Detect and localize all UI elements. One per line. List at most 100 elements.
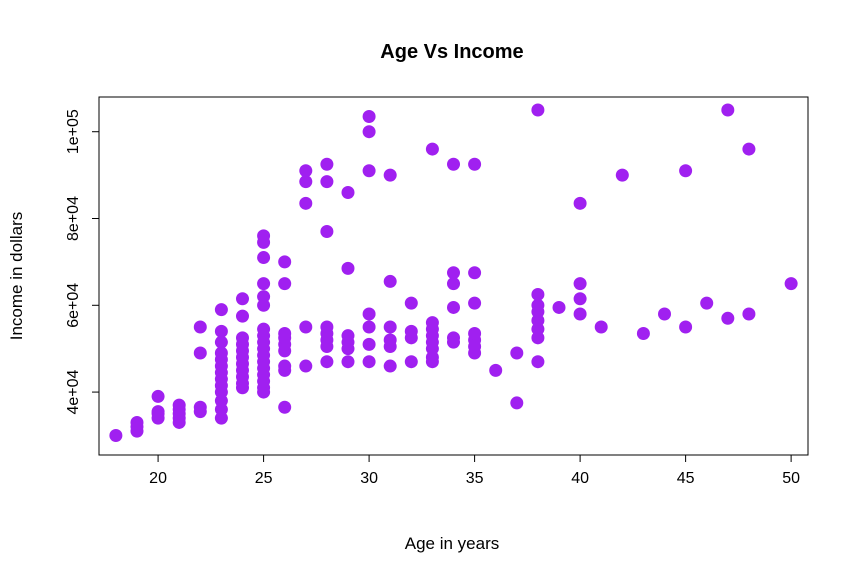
data-point — [341, 185, 355, 199]
data-point — [383, 359, 397, 373]
data-point — [383, 333, 397, 347]
data-point — [679, 164, 693, 178]
data-point — [362, 355, 376, 369]
data-point — [299, 320, 313, 334]
data-point — [278, 359, 292, 373]
y-tick-label: 1e+05 — [65, 109, 82, 154]
data-point — [235, 309, 249, 323]
data-point — [341, 355, 355, 369]
x-axis-ticks: 20 25 30 35 40 45 50 — [149, 455, 800, 487]
data-point — [235, 292, 249, 306]
data-point — [383, 168, 397, 182]
data-point — [742, 142, 756, 156]
data-point — [468, 326, 482, 340]
data-point — [193, 400, 207, 414]
data-point — [341, 329, 355, 343]
data-point — [679, 320, 693, 334]
data-point — [425, 142, 439, 156]
data-point — [636, 326, 650, 340]
data-point — [299, 175, 313, 189]
data-point — [573, 277, 587, 291]
data-point — [109, 428, 123, 442]
data-point — [362, 337, 376, 351]
x-axis-label: Age in years — [405, 534, 500, 553]
data-points — [109, 103, 798, 442]
data-point — [447, 300, 460, 314]
data-point — [510, 396, 524, 410]
data-point — [573, 196, 587, 210]
data-point — [278, 326, 292, 340]
data-point — [320, 320, 334, 334]
data-point — [594, 320, 608, 334]
data-point — [784, 277, 798, 291]
y-axis-ticks: 4e+04 6e+04 8e+04 1e+05 — [65, 109, 99, 415]
data-point — [214, 324, 228, 338]
data-point — [257, 277, 271, 291]
data-point — [468, 266, 482, 280]
data-point — [573, 307, 587, 321]
data-point — [531, 287, 545, 301]
x-tick-label: 35 — [466, 470, 484, 487]
data-point — [447, 331, 460, 345]
data-point — [214, 303, 228, 317]
data-point — [489, 363, 503, 377]
data-point — [721, 311, 735, 325]
data-point — [130, 415, 144, 429]
data-point — [341, 261, 355, 275]
data-point — [362, 110, 376, 124]
y-axis-label: Income in dollars — [7, 212, 26, 341]
data-point — [214, 346, 228, 360]
data-point — [742, 307, 756, 321]
data-point — [658, 307, 672, 321]
data-point — [362, 307, 376, 321]
data-point — [510, 346, 524, 360]
data-point — [531, 355, 545, 369]
data-point — [320, 175, 334, 189]
data-point — [383, 320, 397, 334]
data-point — [552, 300, 566, 314]
data-point — [468, 157, 482, 171]
data-point — [151, 405, 165, 419]
data-point — [362, 320, 376, 334]
data-point — [721, 103, 735, 117]
data-point — [531, 298, 545, 312]
data-point — [257, 290, 271, 304]
y-tick-label: 8e+04 — [65, 196, 82, 241]
data-point — [299, 164, 313, 178]
data-point — [700, 296, 714, 310]
data-point — [447, 266, 460, 280]
data-point — [320, 225, 334, 239]
data-point — [320, 157, 334, 171]
data-point — [235, 331, 249, 345]
data-point — [193, 320, 207, 334]
data-point — [299, 359, 313, 373]
data-point — [151, 389, 165, 403]
data-point — [615, 168, 629, 182]
data-point — [573, 292, 587, 306]
data-point — [257, 229, 271, 243]
data-point — [320, 355, 334, 369]
data-point — [172, 398, 186, 412]
y-tick-label: 6e+04 — [65, 283, 82, 328]
data-point — [278, 255, 292, 269]
data-point — [383, 274, 397, 288]
data-point — [531, 103, 545, 117]
data-point — [278, 277, 292, 291]
data-point — [404, 324, 418, 338]
x-tick-label: 25 — [255, 470, 273, 487]
data-point — [447, 277, 460, 291]
y-tick-label: 4e+04 — [65, 370, 82, 415]
data-point — [362, 125, 376, 139]
x-tick-label: 40 — [571, 470, 589, 487]
data-point — [299, 196, 313, 210]
x-tick-label: 20 — [149, 470, 167, 487]
data-point — [193, 346, 207, 360]
data-point — [257, 251, 271, 265]
data-point — [362, 164, 376, 178]
x-tick-label: 50 — [782, 470, 800, 487]
data-point — [425, 316, 439, 330]
chart-title: Age Vs Income — [380, 41, 523, 63]
data-point — [278, 400, 292, 414]
data-point — [468, 296, 482, 310]
